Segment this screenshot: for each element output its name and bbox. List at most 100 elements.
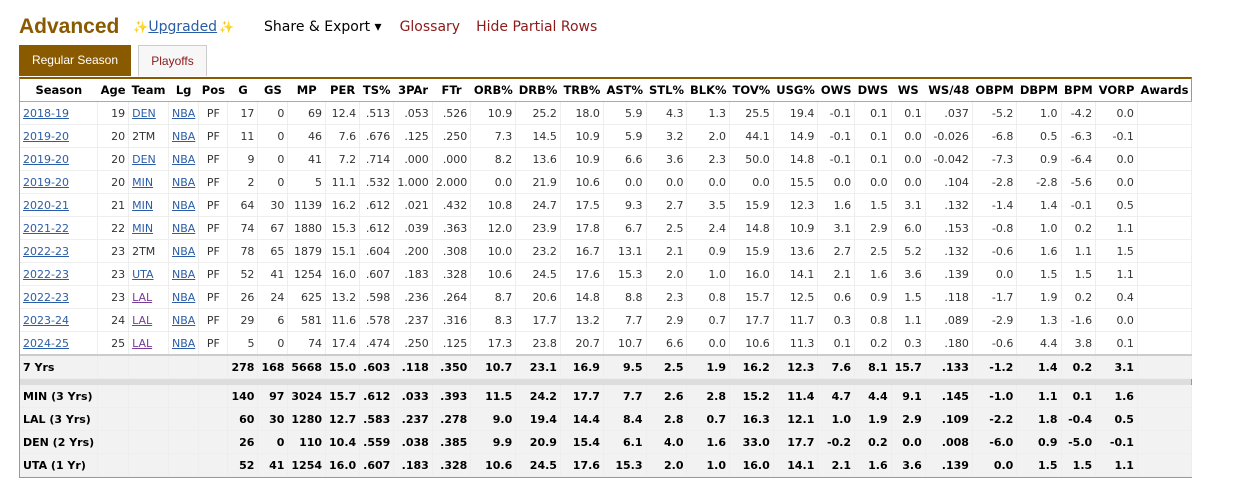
table-cell: 1.9: [854, 407, 892, 431]
league-link[interactable]: NBA: [171, 313, 196, 327]
season-link[interactable]: 2023-24: [23, 313, 69, 327]
column-header[interactable]: PER: [325, 79, 360, 102]
column-header[interactable]: 3PAr: [393, 79, 433, 102]
table-cell: 1139: [287, 193, 327, 217]
table-cell: 2019-20: [20, 170, 99, 194]
table-cell: 10.7: [603, 331, 647, 356]
column-header[interactable]: TOV%: [729, 79, 774, 102]
table-cell: 2TM: [128, 124, 169, 148]
season-link[interactable]: 2018-19: [23, 106, 69, 120]
team-link[interactable]: MIN: [132, 198, 154, 212]
column-header[interactable]: FTr: [432, 79, 471, 102]
season-link[interactable]: 2022-23: [23, 267, 69, 281]
table-cell: 22: [97, 216, 130, 240]
table-cell: [97, 453, 130, 477]
upgraded-link[interactable]: Upgraded: [148, 19, 218, 35]
tab-playoffs[interactable]: Playoffs: [138, 45, 207, 76]
season-link[interactable]: 2022-23: [23, 244, 69, 258]
team-link[interactable]: LAL: [132, 290, 153, 304]
team-link[interactable]: MIN: [132, 175, 154, 189]
column-header[interactable]: DBPM: [1016, 79, 1062, 102]
glossary-link[interactable]: Glossary: [399, 19, 461, 35]
table-cell: 0.0: [646, 170, 688, 194]
table-cell: 0.3: [891, 331, 926, 356]
team-link[interactable]: LAL: [132, 313, 153, 327]
table-cell: 13.6: [515, 147, 561, 171]
season-link[interactable]: 2020-21: [23, 198, 69, 212]
table-cell: 60: [227, 407, 259, 431]
column-header[interactable]: BLK%: [686, 79, 730, 102]
table-cell: [198, 407, 229, 431]
column-header[interactable]: OBPM: [972, 79, 1017, 102]
season-link[interactable]: 2024-25: [23, 336, 69, 350]
column-header[interactable]: STL%: [646, 79, 687, 102]
share-export-menu[interactable]: Share & Export ▾: [264, 19, 382, 35]
season-link[interactable]: 2021-22: [23, 221, 69, 235]
column-header[interactable]: AST%: [603, 79, 646, 102]
column-header[interactable]: ORB%: [470, 79, 516, 102]
column-header[interactable]: G: [227, 79, 258, 102]
league-link[interactable]: NBA: [171, 290, 196, 304]
table-cell: 1.1: [1095, 453, 1138, 477]
league-link[interactable]: NBA: [171, 129, 196, 143]
column-header[interactable]: DWS: [854, 79, 892, 102]
league-link[interactable]: NBA: [171, 198, 196, 212]
table-cell: 6.6: [603, 147, 647, 171]
column-header[interactable]: Team: [128, 79, 169, 102]
team-link[interactable]: UTA: [132, 267, 154, 281]
league-link[interactable]: NBA: [171, 336, 196, 350]
column-header[interactable]: VORP: [1095, 79, 1138, 102]
table-cell: 7.7: [603, 385, 647, 408]
team-link[interactable]: MIN: [132, 221, 154, 235]
table-cell: 10.9: [470, 101, 517, 125]
league-link[interactable]: NBA: [171, 221, 196, 235]
team-link[interactable]: DEN: [132, 106, 156, 120]
league-link[interactable]: NBA: [171, 175, 196, 189]
table-cell: 8.7: [470, 285, 517, 309]
table-cell: 7 Yrs: [20, 354, 99, 379]
column-header[interactable]: Lg: [168, 79, 199, 102]
league-link[interactable]: NBA: [171, 244, 196, 258]
league-link[interactable]: NBA: [171, 152, 196, 166]
table-cell: 3.1: [817, 216, 856, 240]
table-cell: .033: [393, 385, 433, 408]
table-cell: 0.0: [891, 124, 926, 148]
team-link[interactable]: LAL: [132, 336, 153, 350]
hide-partial-rows-toggle[interactable]: Hide Partial Rows: [476, 19, 598, 35]
table-cell: [1137, 308, 1192, 332]
column-header[interactable]: USG%: [773, 79, 818, 102]
table-cell: .237: [393, 308, 433, 332]
season-link[interactable]: 2019-20: [23, 129, 69, 143]
column-header[interactable]: MP: [287, 79, 326, 102]
table-cell: .676: [359, 124, 395, 148]
table-cell: 97: [257, 385, 289, 408]
table-cell: [1137, 124, 1192, 148]
column-header[interactable]: Awards: [1137, 79, 1192, 102]
column-header[interactable]: GS: [257, 79, 288, 102]
team-link[interactable]: DEN: [132, 152, 156, 166]
table-cell: 2.0: [686, 124, 731, 148]
league-link[interactable]: NBA: [171, 267, 196, 281]
league-link[interactable]: NBA: [171, 106, 196, 120]
column-header[interactable]: WS/48: [925, 79, 973, 102]
column-header[interactable]: TS%: [359, 79, 394, 102]
column-header[interactable]: BPM: [1061, 79, 1096, 102]
column-header[interactable]: DRB%: [515, 79, 561, 102]
table-cell: [1137, 193, 1192, 217]
table-cell: 1.6: [854, 262, 892, 286]
column-header[interactable]: Age: [97, 79, 129, 102]
table-cell: .008: [925, 430, 973, 454]
season-link[interactable]: 2022-23: [23, 290, 69, 304]
table-cell: [1137, 216, 1192, 240]
column-header[interactable]: Season: [20, 79, 98, 102]
season-link[interactable]: 2019-20: [23, 152, 69, 166]
column-header[interactable]: OWS: [817, 79, 855, 102]
table-cell: 2022-23: [20, 239, 99, 263]
tab-regular-season[interactable]: Regular Season: [19, 45, 131, 76]
season-link[interactable]: 2019-20: [23, 175, 69, 189]
table-cell: NBA: [168, 331, 200, 356]
table-cell: 17.7: [729, 308, 774, 332]
column-header[interactable]: TRB%: [560, 79, 604, 102]
column-header[interactable]: Pos: [198, 79, 228, 102]
column-header[interactable]: WS: [891, 79, 926, 102]
